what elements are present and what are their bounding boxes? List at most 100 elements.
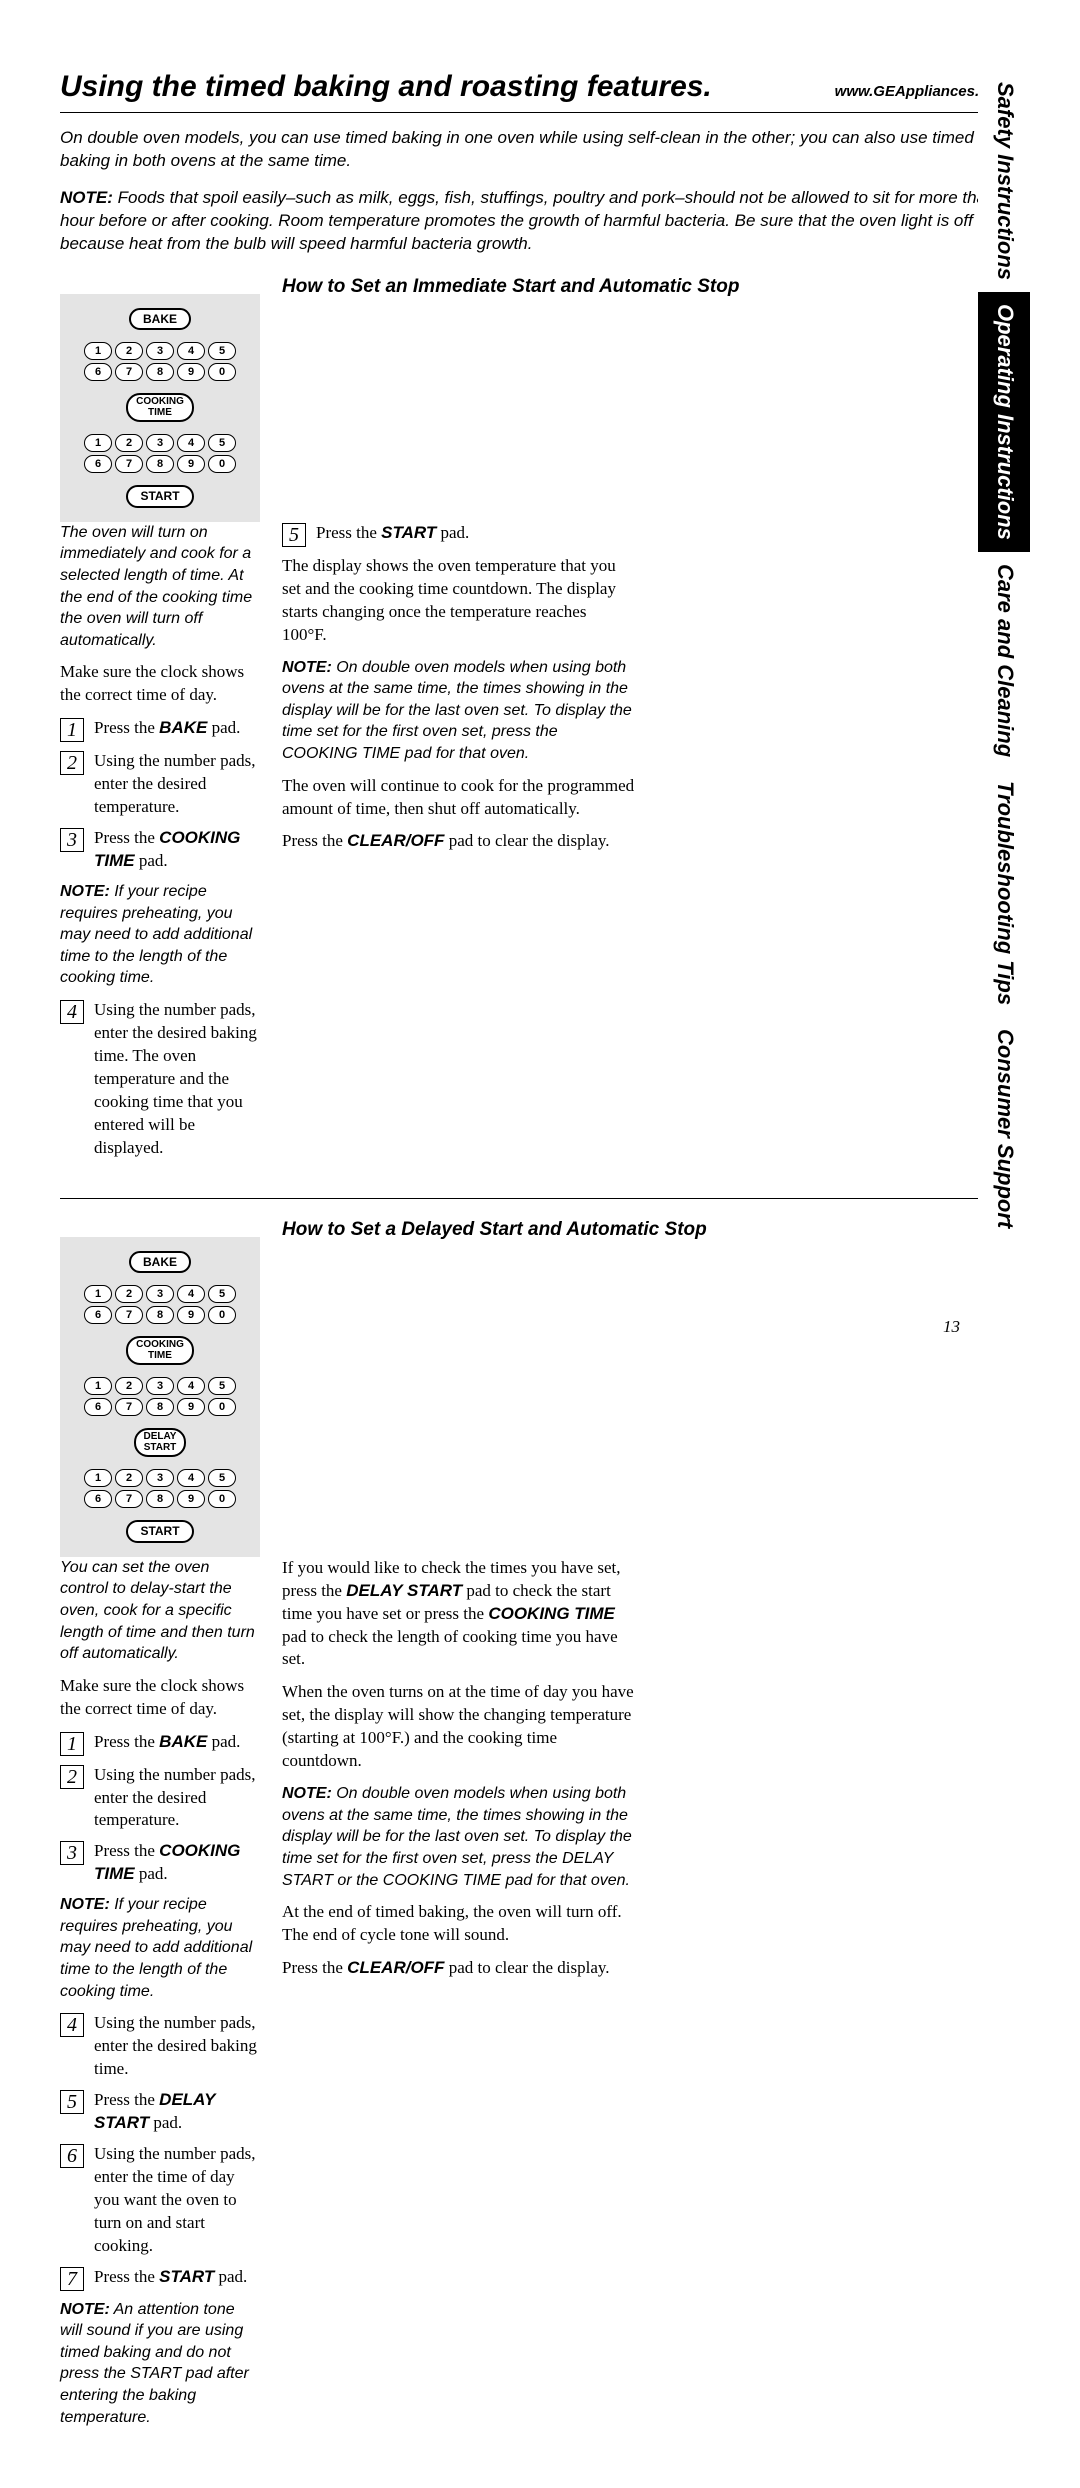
keypad-key[interactable]: 3 (146, 1285, 174, 1303)
keypad-key[interactable]: 9 (177, 455, 205, 473)
keypad-key[interactable]: 8 (146, 1490, 174, 1508)
sidebar-tabs: Safety InstructionsOperating Instruction… (978, 70, 1030, 1337)
keypad-key[interactable]: 4 (177, 1285, 205, 1303)
section1-right-col: 5Press the START pad. The display shows … (282, 522, 635, 1168)
section1-pre: Make sure the clock shows the correct ti… (60, 661, 260, 707)
sidebar-tab[interactable]: Troubleshooting Tips (978, 769, 1030, 1017)
keypad-key[interactable]: 0 (208, 1490, 236, 1508)
keypad-key[interactable]: 1 (84, 1469, 112, 1487)
keypad-key[interactable]: 7 (115, 455, 143, 473)
keypad-key[interactable]: 8 (146, 363, 174, 381)
keypad-key[interactable]: 7 (115, 1398, 143, 1416)
step-1: 1Press the BAKE pad. (60, 1731, 260, 1756)
keypad-key[interactable]: 2 (115, 1469, 143, 1487)
keypad-key[interactable]: 5 (208, 1285, 236, 1303)
keypad-1: 12345 67890 (84, 342, 236, 381)
bake-button[interactable]: BAKE (129, 1251, 191, 1274)
s2-right-note: NOTE: On double oven models when using b… (282, 1783, 635, 1891)
keypad-key[interactable]: 4 (177, 434, 205, 452)
keypad-key[interactable]: 2 (115, 1377, 143, 1395)
cooking-time-button[interactable]: COOKINGTIME (126, 1336, 194, 1365)
keypad-key[interactable]: 6 (84, 455, 112, 473)
section1-note1: NOTE: If your recipe requires preheating… (60, 881, 260, 989)
keypad-key[interactable]: 0 (208, 455, 236, 473)
keypad-key[interactable]: 1 (84, 1377, 112, 1395)
keypad-key[interactable]: 6 (84, 363, 112, 381)
keypad-key[interactable]: 5 (208, 434, 236, 452)
section2-pre: Make sure the clock shows the correct ti… (60, 1675, 260, 1721)
step-num-icon: 2 (60, 1765, 84, 1789)
step-num-icon: 6 (60, 2144, 84, 2168)
delay-start-button[interactable]: DELAYSTART (134, 1428, 187, 1457)
keypad-key[interactable]: 4 (177, 342, 205, 360)
keypad-key[interactable]: 5 (208, 1377, 236, 1395)
step-num-icon: 3 (60, 1841, 84, 1865)
sidebar-tab[interactable]: Care and Cleaning (978, 552, 1030, 769)
step-num-icon: 5 (282, 523, 306, 547)
keypad-key[interactable]: 1 (84, 434, 112, 452)
keypad-key[interactable]: 1 (84, 1285, 112, 1303)
control-panel-1: BAKE 1234567890 COOKINGTIME 1234567890 S… (60, 294, 260, 522)
step-1: 1Press the BAKE pad. (60, 717, 260, 742)
keypad-key[interactable]: 7 (115, 1490, 143, 1508)
page-number: 13 (943, 1317, 960, 1337)
section2-lead: You can set the oven control to delay-st… (60, 1557, 260, 1665)
keypad-key[interactable]: 9 (177, 363, 205, 381)
keypad-key[interactable]: 4 (177, 1377, 205, 1395)
keypad-key[interactable]: 0 (208, 1398, 236, 1416)
step-num-icon: 5 (60, 2090, 84, 2114)
step-num-icon: 4 (60, 1000, 84, 1024)
keypad-key[interactable]: 9 (177, 1490, 205, 1508)
step-7: 7Press the START pad. (60, 2266, 260, 2291)
keypad-5: 12345 67890 (84, 1469, 236, 1508)
sidebar-tab[interactable]: Safety Instructions (978, 70, 1030, 292)
keypad-key[interactable]: 3 (146, 342, 174, 360)
s1-right-p1: The display shows the oven temperature t… (282, 555, 635, 647)
keypad-key[interactable]: 3 (146, 1377, 174, 1395)
keypad-key[interactable]: 6 (84, 1490, 112, 1508)
s2-right-p1: If you would like to check the times you… (282, 1557, 635, 1672)
intro-note: NOTE: Foods that spoil easily–such as mi… (60, 187, 1010, 256)
keypad-key[interactable]: 2 (115, 342, 143, 360)
step-3: 3Press the COOKING TIME pad. (60, 827, 260, 873)
keypad-key[interactable]: 3 (146, 1469, 174, 1487)
sidebar-tab[interactable]: Operating Instructions (978, 292, 1030, 552)
start-button[interactable]: START (126, 1520, 193, 1543)
step-4: 4Using the number pads, enter the desire… (60, 999, 260, 1160)
keypad-key[interactable]: 2 (115, 1285, 143, 1303)
keypad-key[interactable]: 8 (146, 1398, 174, 1416)
keypad-key[interactable]: 6 (84, 1306, 112, 1324)
step-num-icon: 1 (60, 718, 84, 742)
keypad-key[interactable]: 8 (146, 455, 174, 473)
keypad-key[interactable]: 2 (115, 434, 143, 452)
keypad-key[interactable]: 8 (146, 1306, 174, 1324)
keypad-key[interactable]: 9 (177, 1398, 205, 1416)
keypad-key[interactable]: 3 (146, 434, 174, 452)
keypad-key[interactable]: 0 (208, 363, 236, 381)
start-button[interactable]: START (126, 485, 193, 508)
section1-lead: The oven will turn on immediately and co… (60, 522, 260, 652)
section-immediate-start: BAKE 1234567890 COOKINGTIME 1234567890 S… (60, 276, 1010, 1168)
title-row: Using the timed baking and roasting feat… (60, 70, 1010, 113)
s1-right-note: NOTE: On double oven models when using b… (282, 657, 635, 765)
step-3: 3Press the COOKING TIME pad. (60, 1840, 260, 1886)
bake-button[interactable]: BAKE (129, 308, 191, 331)
keypad-key[interactable]: 0 (208, 1306, 236, 1324)
section1-left-col: The oven will turn on immediately and co… (60, 522, 260, 1168)
keypad-key[interactable]: 7 (115, 363, 143, 381)
keypad-key[interactable]: 6 (84, 1398, 112, 1416)
cooking-time-button[interactable]: COOKINGTIME (126, 393, 194, 422)
keypad-key[interactable]: 4 (177, 1469, 205, 1487)
keypad-key[interactable]: 7 (115, 1306, 143, 1324)
sidebar-tab[interactable]: Consumer Support (978, 1017, 1030, 1240)
keypad-key[interactable]: 5 (208, 1469, 236, 1487)
step-num-icon: 7 (60, 2267, 84, 2291)
s2-right-p3: At the end of timed baking, the oven wil… (282, 1901, 635, 1947)
section2-left-col: You can set the oven control to delay-st… (60, 1557, 260, 2438)
step-num-icon: 3 (60, 828, 84, 852)
keypad-key[interactable]: 9 (177, 1306, 205, 1324)
keypad-key[interactable]: 1 (84, 342, 112, 360)
page-title: Using the timed baking and roasting feat… (60, 70, 712, 104)
step-2: 2Using the number pads, enter the desire… (60, 750, 260, 819)
keypad-key[interactable]: 5 (208, 342, 236, 360)
